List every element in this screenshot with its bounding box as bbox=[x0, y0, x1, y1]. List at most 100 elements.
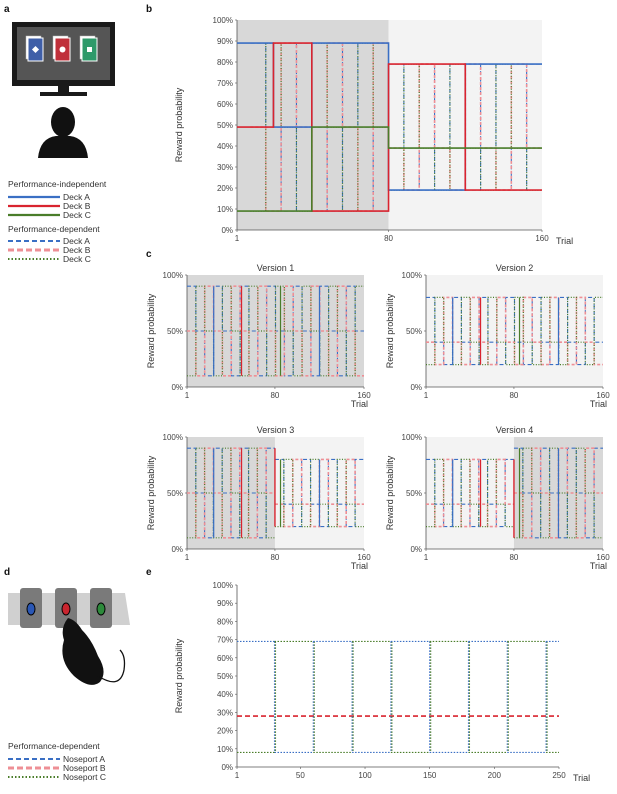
x-tick-label: 80 bbox=[509, 553, 518, 562]
x-axis-label: Trial bbox=[590, 399, 607, 409]
dependent-series-line bbox=[187, 285, 364, 377]
dependent-series-line bbox=[187, 447, 275, 539]
chart-title: Version 2 bbox=[496, 263, 534, 273]
x-tick-label: 1 bbox=[185, 391, 190, 400]
dependent-series-line bbox=[187, 447, 275, 539]
x-tick-label: 80 bbox=[509, 391, 518, 400]
y-tick-label: 20% bbox=[217, 727, 233, 736]
y-tick-label: 50% bbox=[217, 121, 233, 130]
legend-item-deck-a: Deck A bbox=[63, 192, 90, 202]
dependent-series-line bbox=[187, 285, 364, 377]
y-tick-label: 10% bbox=[217, 745, 233, 754]
x-axis-label: Trial bbox=[590, 561, 607, 571]
y-tick-label: 0% bbox=[171, 545, 183, 554]
y-tick-label: 40% bbox=[217, 142, 233, 151]
y-tick-label: 90% bbox=[217, 37, 233, 46]
y-axis-label: Reward probability bbox=[174, 87, 184, 162]
y-tick-label: 0% bbox=[171, 383, 183, 392]
y-tick-label: 100% bbox=[163, 433, 183, 442]
y-tick-label: 100% bbox=[402, 433, 422, 442]
dependent-series-line bbox=[426, 458, 514, 528]
y-tick-label: 70% bbox=[217, 79, 233, 88]
y-tick-label: 0% bbox=[410, 545, 422, 554]
x-tick-label: 160 bbox=[357, 553, 371, 562]
x-tick-label: 50 bbox=[296, 771, 305, 780]
y-tick-label: 100% bbox=[163, 271, 183, 280]
x-tick-label: 1 bbox=[235, 771, 240, 780]
dependent-series-line bbox=[274, 458, 364, 528]
chart-panel-e: 0%10%20%30%40%50%60%70%80%90%100%1 50 100 1… bbox=[174, 581, 590, 783]
panel-label-c: c bbox=[146, 249, 152, 260]
y-tick-label: 50% bbox=[167, 327, 183, 336]
chart-title: Version 4 bbox=[496, 425, 534, 435]
x-axis-label: Trial bbox=[351, 399, 368, 409]
x-tick-label: 1 bbox=[235, 234, 240, 243]
dependent-series-line bbox=[426, 296, 603, 366]
legend-item-noseport-a: Noseport A bbox=[63, 754, 105, 764]
series-line bbox=[237, 126, 542, 212]
x-tick-label: 1 bbox=[424, 391, 429, 400]
legend-item-noseport-b: Noseport B bbox=[63, 763, 106, 773]
y-tick-label: 50% bbox=[217, 672, 233, 681]
y-tick-label: 80% bbox=[217, 58, 233, 67]
y-tick-label: 50% bbox=[167, 489, 183, 498]
legend-item-deck-a-dependent: Deck A bbox=[63, 236, 90, 246]
chart-title: Version 3 bbox=[257, 425, 295, 435]
legend-heading-dependent: Performance-dependent bbox=[8, 224, 100, 234]
x-tick-label: 160 bbox=[535, 234, 549, 243]
y-tick-label: 50% bbox=[406, 327, 422, 336]
y-tick-label: 20% bbox=[217, 184, 233, 193]
y-tick-label: 60% bbox=[217, 100, 233, 109]
y-tick-label: 60% bbox=[217, 654, 233, 663]
card-deck-icon bbox=[25, 35, 98, 62]
panel-label-d: d bbox=[4, 567, 10, 578]
x-axis-label: Trial bbox=[573, 773, 590, 783]
chart-panel-b: 0% 10% 20% 30% 40% 50% 60% 70% 80% 90% 100% 1 80 160 T… bbox=[174, 16, 573, 246]
legend-panel-d: Performance-dependent Noseport A Nosepor… bbox=[8, 741, 106, 782]
panel-label-b: b bbox=[146, 4, 152, 15]
dependent-series-line bbox=[187, 285, 364, 377]
legend-item-deck-c-dependent: Deck C bbox=[63, 254, 91, 264]
legend-item-deck-b: Deck B bbox=[63, 201, 91, 211]
y-tick-label: 80% bbox=[217, 617, 233, 626]
y-tick-label: 100% bbox=[213, 16, 233, 25]
x-tick-label: 160 bbox=[596, 553, 610, 562]
y-axis-label: Reward probability bbox=[385, 455, 395, 530]
y-axis-label: Reward probability bbox=[174, 638, 184, 713]
x-tick-label: 80 bbox=[270, 553, 279, 562]
y-tick-label: 0% bbox=[410, 383, 422, 392]
x-tick-label: 1 bbox=[185, 553, 190, 562]
x-tick-label: 150 bbox=[423, 771, 437, 780]
x-tick-label: 250 bbox=[552, 771, 566, 780]
y-axis-label: Reward probability bbox=[146, 455, 156, 530]
x-tick-label: 80 bbox=[270, 391, 279, 400]
panel-label-e: e bbox=[146, 567, 152, 578]
y-tick-label: 90% bbox=[217, 599, 233, 608]
dependent-series-line bbox=[513, 447, 603, 539]
y-axis-label: Reward probability bbox=[146, 293, 156, 368]
dependent-series-line bbox=[426, 296, 603, 366]
chart-title: Version 1 bbox=[257, 263, 295, 273]
y-axis-label: Reward probability bbox=[385, 293, 395, 368]
x-tick-label: 80 bbox=[384, 234, 393, 243]
y-tick-label: 40% bbox=[217, 690, 233, 699]
legend-heading-noseport: Performance-dependent bbox=[8, 741, 100, 751]
legend-heading-independent: Performance-independent bbox=[8, 179, 107, 189]
dependent-series-line bbox=[426, 458, 514, 528]
x-axis-label: Trial bbox=[351, 561, 368, 571]
y-tick-label: 100% bbox=[402, 271, 422, 280]
legend-item-noseport-c: Noseport C bbox=[63, 772, 106, 782]
noseport-panel-icon bbox=[8, 588, 130, 628]
y-tick-label: 70% bbox=[217, 636, 233, 645]
y-tick-label: 10% bbox=[217, 205, 233, 214]
x-tick-label: 160 bbox=[596, 391, 610, 400]
legend-panel-a: Performance-independent Deck A Deck B De… bbox=[8, 179, 107, 264]
person-silhouette-icon bbox=[38, 107, 88, 158]
y-tick-label: 100% bbox=[213, 581, 233, 590]
x-tick-label: 100 bbox=[358, 771, 372, 780]
y-tick-label: 30% bbox=[217, 163, 233, 172]
shaded-region-independent bbox=[237, 20, 389, 230]
